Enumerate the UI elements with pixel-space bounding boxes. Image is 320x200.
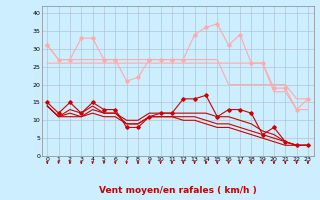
Text: Vent moyen/en rafales ( km/h ): Vent moyen/en rafales ( km/h ) bbox=[99, 186, 256, 195]
